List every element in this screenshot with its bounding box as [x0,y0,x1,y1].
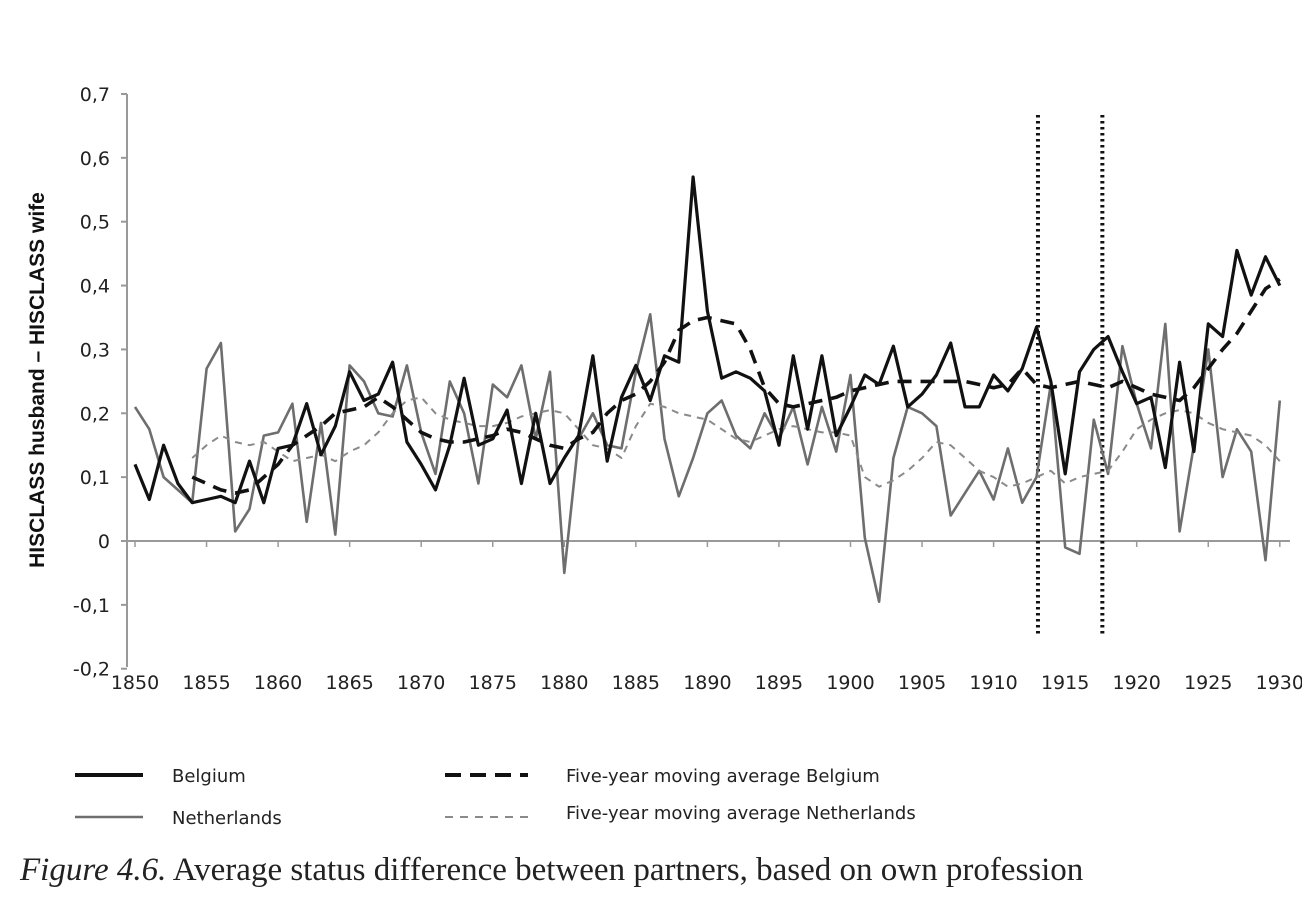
line-chart: 0,70,60,50,40,30,20,10-0,1-0,2 1850 1855 1… [26,84,1302,829]
y-tick-label: 0,2 [80,403,110,425]
legend: Belgium Netherlands Five-year moving ave… [75,766,916,829]
y-axis-label: HISCLASS husband – HISCLASS wife [26,192,49,568]
x-tick-label: 1855 [182,672,230,694]
x-tick-label: 1880 [540,672,588,694]
series-line-five-year-moving-average-netherlands [191,396,1281,488]
y-tick-label: 0,1 [80,467,110,489]
x-tick-label: 1900 [826,672,874,694]
series-group [133,175,1282,603]
y-tick-label: 0,3 [80,339,110,361]
series-line-five-year-moving-average-belgium [191,277,1281,495]
y-tick-label: -0,2 [73,659,110,681]
x-tick-label: 1875 [469,672,517,694]
x-tick-label: 1905 [898,672,946,694]
x-tick-label: 1865 [325,672,373,694]
legend-label-belgium: Belgium [172,766,246,787]
x-tick-label: 1910 [969,672,1017,694]
series-line-belgium [133,175,1282,505]
y-tick-label: 0,4 [80,276,110,298]
legend-label-ma-belgium: Five-year moving average Belgium [566,766,880,787]
x-tick-label: 1885 [612,672,660,694]
x-tick-label: 1895 [755,672,803,694]
y-tick-label: -0,1 [73,595,110,617]
x-tick-label: 1920 [1113,672,1161,694]
legend-label-ma-netherlands: Five-year moving average Netherlands [566,803,916,824]
caption-label: Figure 4.6. [20,852,167,888]
x-tick-label: 1870 [397,672,445,694]
y-tick-label: 0 [98,531,110,553]
series-line-netherlands [133,313,1282,603]
x-tick-label: 1850 [111,672,159,694]
x-axis-ticks: 1850 1855 1860 1865 1870 1875 1880 1885 1890 1895… [111,541,1302,694]
figure-caption: Figure 4.6. Average status difference be… [20,852,1083,889]
y-tick-label: 0,7 [80,84,110,106]
legend-label-netherlands: Netherlands [172,808,282,829]
y-tick-label: 0,6 [80,148,110,170]
vertical-markers [1035,115,1105,637]
y-tick-label: 0,5 [80,212,110,234]
x-tick-label: 1915 [1041,672,1089,694]
x-tick-label: 1925 [1184,672,1232,694]
x-tick-label: 1860 [254,672,302,694]
y-axis-ticks: 0,7 0,6 0,5 0,4 0,3 0,2 0,1 0 -0,1 -0,2 [73,84,127,681]
caption-text: Average status difference between partne… [166,852,1084,888]
x-tick-label: 1930 [1256,672,1302,694]
x-tick-label: 1890 [683,672,731,694]
